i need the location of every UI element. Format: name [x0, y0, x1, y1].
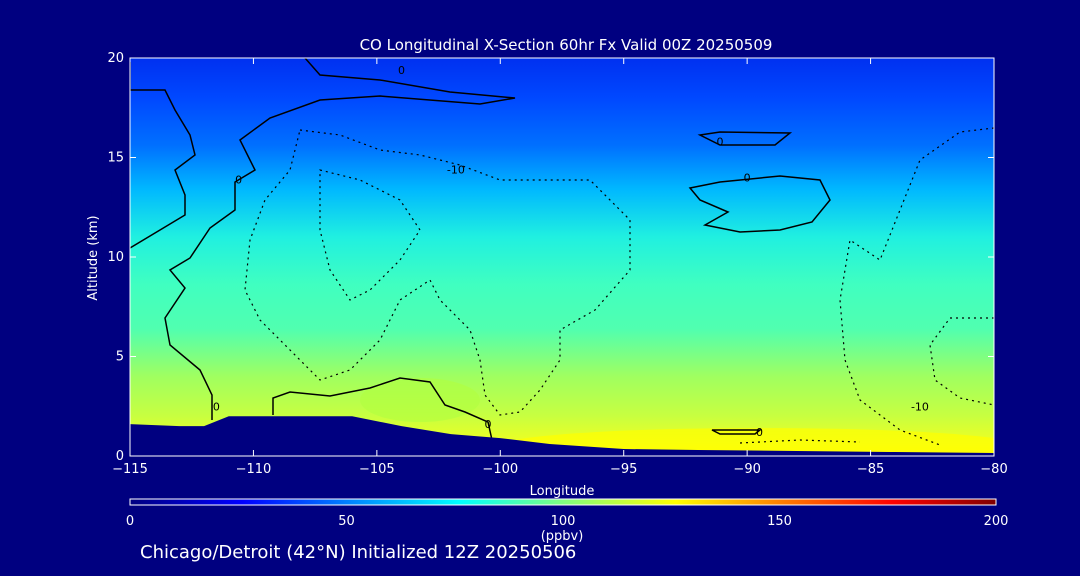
contour-label: 0: [716, 136, 723, 149]
contour-label: 0: [744, 171, 751, 184]
x-tick-label: −100: [482, 462, 518, 477]
co-surface-maximum: [500, 428, 994, 456]
y-tick-label: 15: [107, 151, 124, 166]
contour-0-small: [711, 429, 763, 435]
x-tick-label: −80: [980, 462, 1007, 477]
colorbar: [129, 498, 997, 506]
x-tick-label: −105: [359, 462, 395, 477]
colorbar-tick-label: 50: [338, 514, 355, 529]
contour-m10-east: [839, 127, 994, 446]
colorbar-ticks: 0 50 100 150 200: [126, 514, 1009, 529]
contour-label: -10: [447, 163, 465, 176]
contour-labels: 0 0 -10 0 0 0 0 0 -10: [213, 64, 929, 439]
x-tick-label: −110: [236, 462, 272, 477]
contour-label: 0: [213, 400, 220, 413]
contours-solid: [130, 58, 831, 441]
y-tick-label: 10: [107, 250, 124, 265]
footer-caption: Chicago/Detroit (42°N) Initialized 12Z 2…: [140, 542, 577, 563]
colorbar-tick-label: 200: [984, 514, 1009, 529]
contour-label: 0: [756, 426, 763, 439]
x-tick-label: −95: [610, 462, 637, 477]
colorbar-tick-label: 0: [126, 514, 134, 529]
y-tick-label: 20: [107, 51, 124, 66]
contour-0-left: [130, 62, 196, 249]
contour-0-surface: [272, 377, 493, 441]
co-field: [130, 58, 994, 456]
x-tick-label: −115: [112, 462, 148, 477]
contour-0-east: [688, 175, 831, 233]
contour-label: 0: [398, 64, 405, 77]
y-tick-label: 0: [116, 449, 124, 464]
colorbar-tick-label: 100: [551, 514, 576, 529]
plot-area: [130, 58, 994, 456]
contour-label: 0: [484, 418, 491, 431]
contour-m10-surface: [739, 439, 861, 444]
contour-label: -10: [911, 400, 929, 413]
colorbar-tick-label: 150: [767, 514, 792, 529]
y-axis: 0 5 10 15 20: [107, 51, 994, 464]
co-mid-maximum: [360, 378, 480, 422]
y-tick-label: 5: [116, 350, 124, 365]
contour-label: 0: [235, 173, 242, 186]
contour-m10-west: [244, 129, 631, 416]
contour-0-upper-east: [697, 131, 793, 146]
y-axis-label: Altitude (km): [86, 215, 101, 300]
terrain: [130, 416, 994, 456]
x-axis: −115 −110 −105 −100 −95 −90 −85 −80: [112, 58, 1008, 477]
contours-dotted: [244, 127, 994, 446]
colorbar-label: (ppbv): [541, 529, 584, 544]
chart-title: CO Longitudinal X-Section 60hr Fx Valid …: [360, 36, 773, 54]
x-tick-label: −90: [733, 462, 760, 477]
contour-0-upper: [164, 58, 516, 420]
x-tick-label: −85: [857, 462, 884, 477]
contour-m10-east-inner: [929, 317, 994, 406]
x-axis-label: Longitude: [530, 484, 595, 499]
